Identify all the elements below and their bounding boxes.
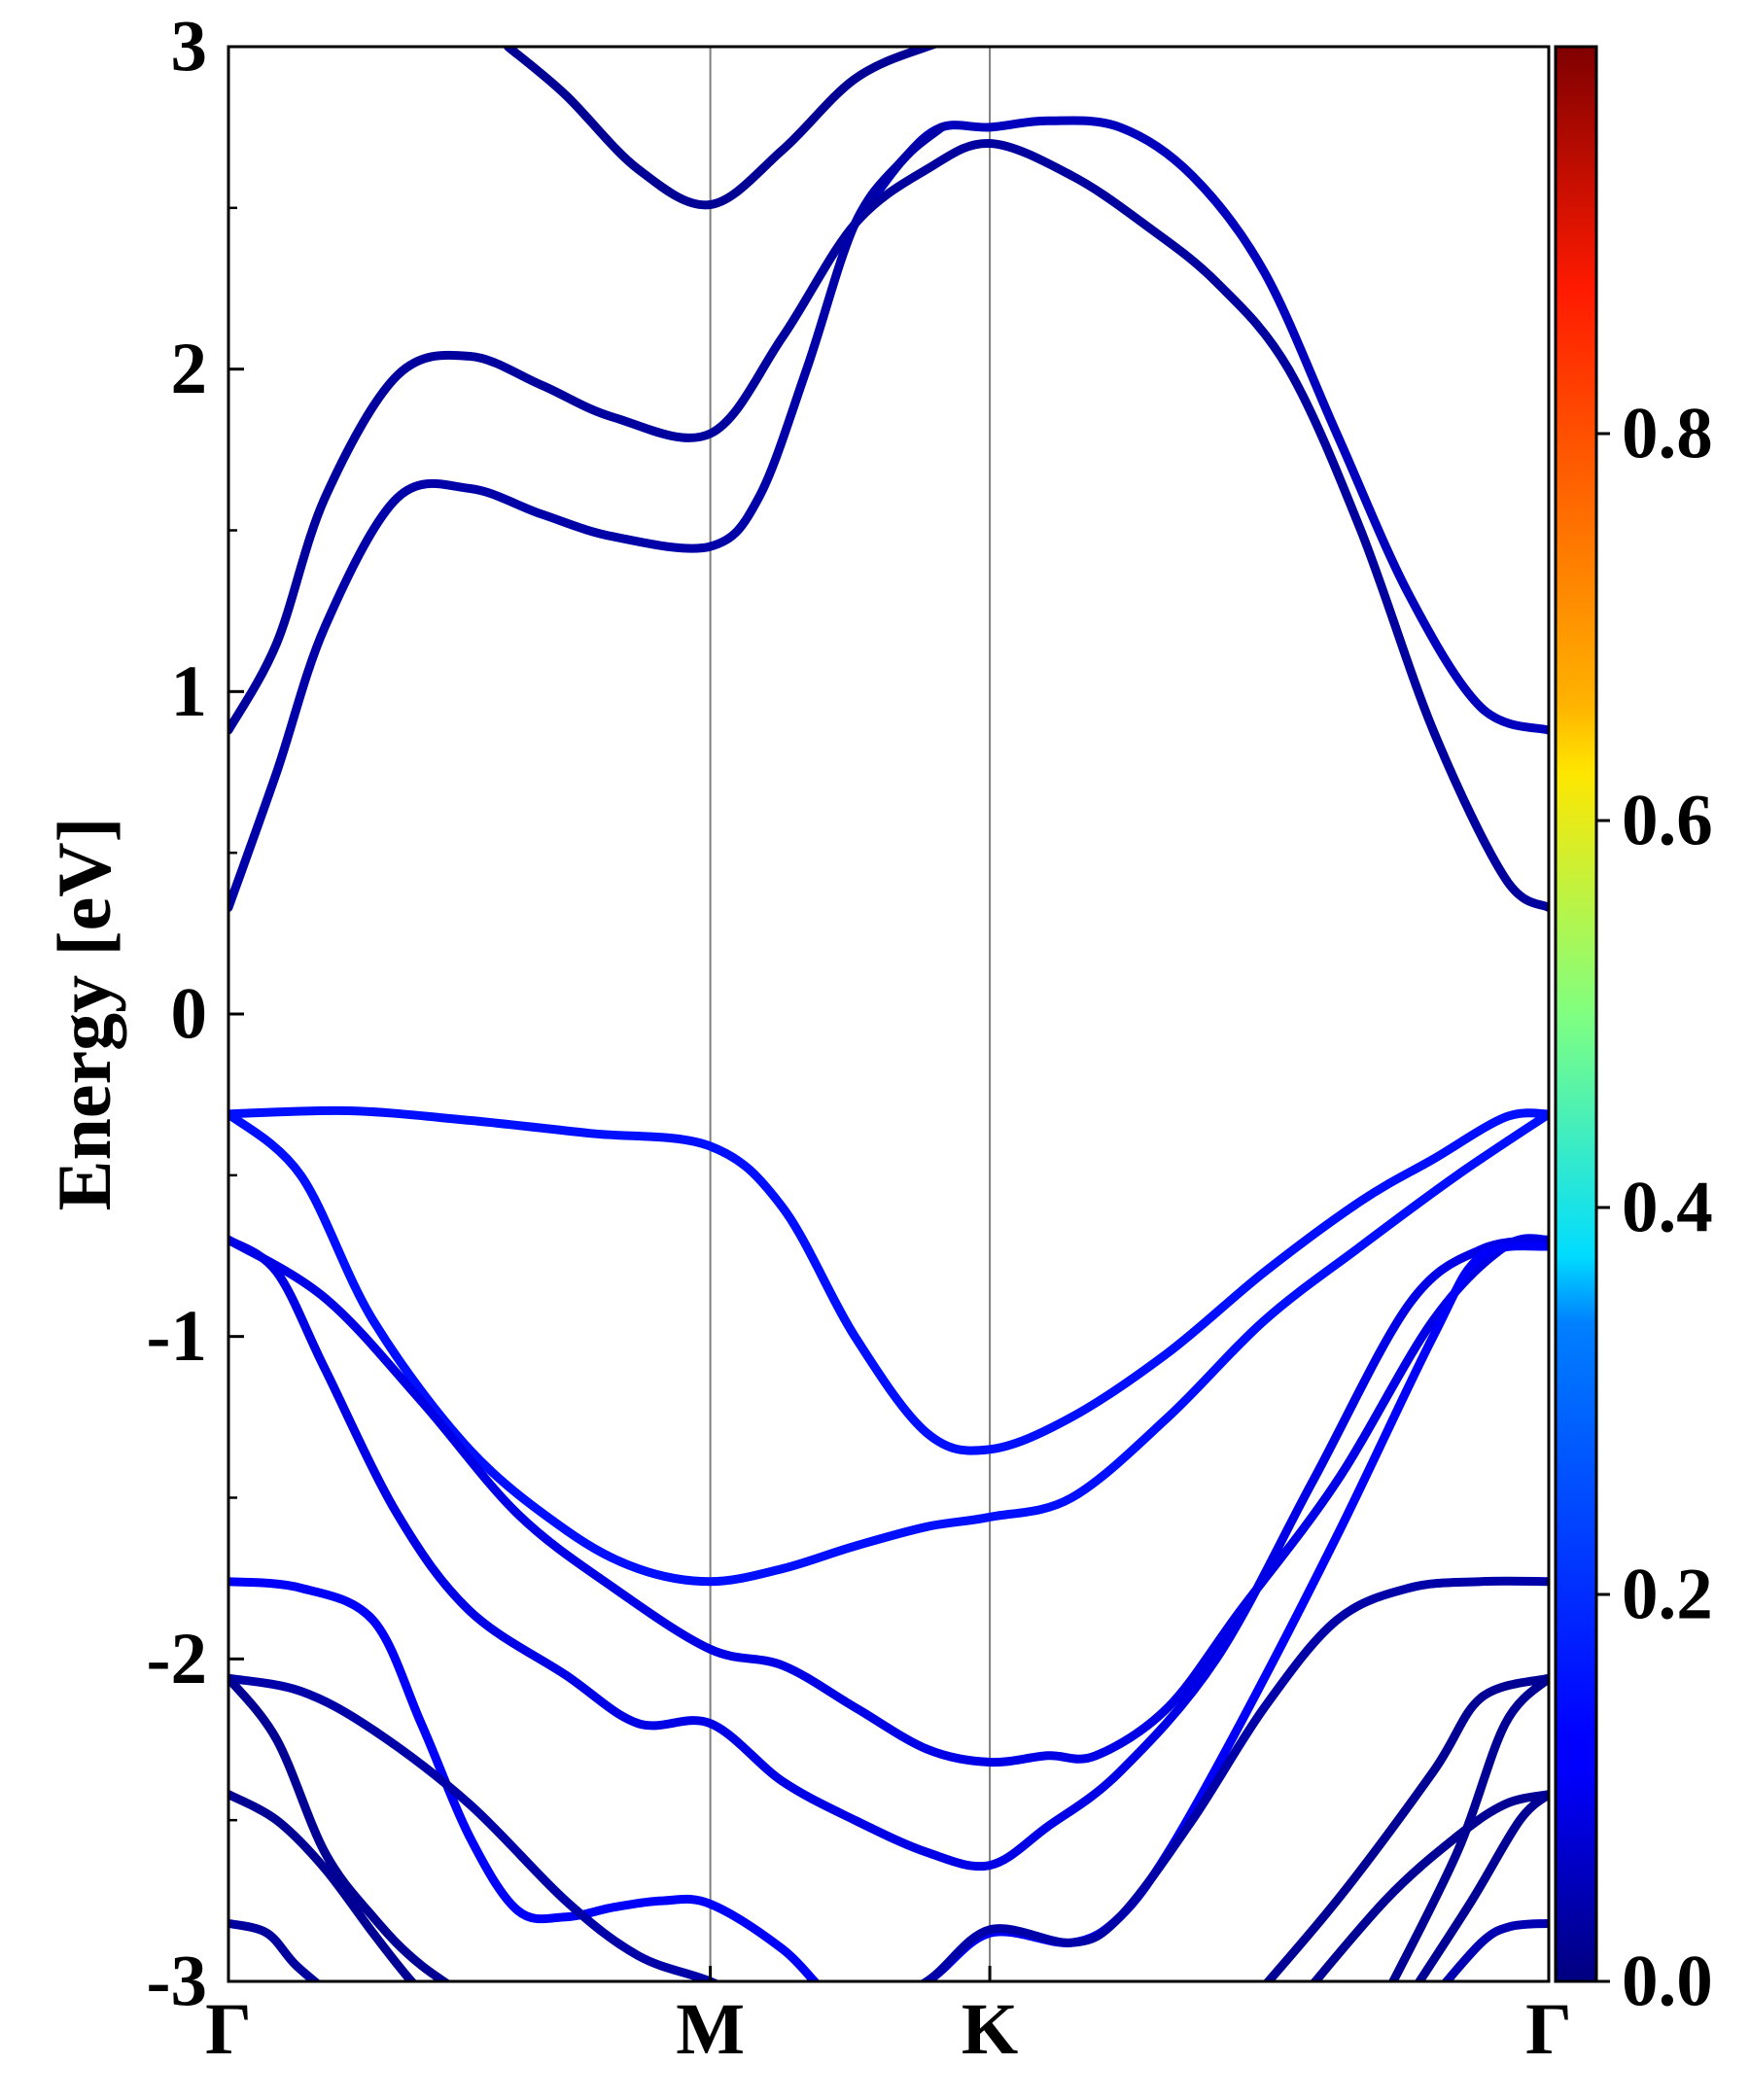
y-tick-label: 0 bbox=[171, 974, 208, 1055]
y-axis-title: Energy [eV] bbox=[42, 817, 126, 1210]
band-line-14 bbox=[1262, 1673, 1549, 1981]
band-line-13 bbox=[228, 1918, 322, 1981]
band-line-16 bbox=[1387, 1673, 1549, 1981]
y-tick-label: 3 bbox=[171, 7, 208, 88]
band-line-11 bbox=[228, 1673, 452, 1981]
band-line-7 bbox=[228, 1234, 1549, 1768]
y-tick-label: 1 bbox=[171, 651, 208, 732]
colorbar-tick-label: 0.0 bbox=[1622, 1942, 1713, 2022]
y-tick-label: -3 bbox=[147, 1942, 207, 2022]
colorbar-tick-label: 0.2 bbox=[1622, 1555, 1713, 1635]
colorbar-ticks: 0.0 0.2 0.4 0.6 0.8 bbox=[1596, 394, 1713, 2022]
x-tick-label-kpoint: Γ bbox=[205, 1989, 252, 2070]
band-line-2 bbox=[850, 116, 1549, 735]
band-line-3 bbox=[228, 138, 1549, 912]
y-tick-label: -1 bbox=[147, 1296, 207, 1377]
band-line-9 bbox=[228, 1242, 1549, 1981]
band-line-18 bbox=[1441, 1918, 1549, 1981]
x-tick-label-kpoint: K bbox=[962, 1989, 1018, 2070]
colorbar: 0.0 0.2 0.4 0.6 0.8 bbox=[1554, 45, 1713, 2022]
band-line-6 bbox=[228, 1109, 1549, 1587]
plot-area: 3 2 1 0 -1 -2 -3 Γ M K Γ bbox=[147, 7, 1572, 2071]
y-tick-label: 2 bbox=[171, 329, 208, 409]
plot-frame bbox=[227, 45, 1551, 1983]
colorbar-tick-label: 0.6 bbox=[1622, 781, 1713, 861]
band-line-8 bbox=[228, 1235, 1549, 1872]
band-line-10 bbox=[228, 1576, 1549, 1981]
colorbar-tick-label: 0.4 bbox=[1622, 1168, 1713, 1248]
band-line-12 bbox=[228, 1790, 418, 1981]
y-tick-label: -2 bbox=[147, 1619, 207, 1699]
band-line-15 bbox=[1310, 1790, 1549, 1981]
colorbar-tick-label: 0.8 bbox=[1622, 394, 1713, 474]
x-tick-label-kpoint: Γ bbox=[1525, 1989, 1572, 2070]
y-axis-ticks: 3 2 1 0 -1 -2 -3 bbox=[147, 7, 244, 2022]
band-lines bbox=[228, 47, 1549, 1981]
kpoint-divider-lines bbox=[709, 47, 992, 1981]
band-line-1 bbox=[504, 47, 941, 210]
colorbar-gradient bbox=[1554, 45, 1598, 1983]
band-line-17 bbox=[1414, 1790, 1549, 1981]
band-line-4 bbox=[228, 122, 946, 912]
x-tick-label-kpoint: M bbox=[676, 1989, 745, 2070]
band-line-5 bbox=[228, 1105, 1549, 1455]
